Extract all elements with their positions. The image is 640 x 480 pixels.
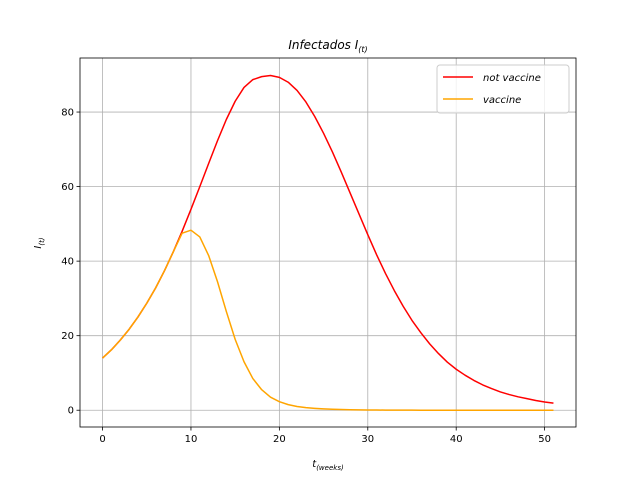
grid (80, 58, 576, 427)
y-tick-label: 60 (61, 182, 74, 193)
x-tick-label: 50 (538, 434, 551, 445)
x-tick-label: 30 (361, 434, 374, 445)
x-tick-label: 0 (99, 434, 105, 445)
y-tick-label: 0 (68, 406, 74, 417)
y-tick-label: 40 (61, 257, 74, 268)
x-axis-label: t(weeks) (312, 459, 344, 472)
y-axis-label: I(t) (33, 237, 46, 248)
legend-label-not-vaccine: not vaccine (483, 73, 541, 84)
axis-ticks: 0 10 20 30 40 50 0 20 40 60 80 (61, 108, 551, 445)
legend-label-vaccine: vaccine (483, 95, 521, 106)
chart-title: Infectados I(t) (288, 38, 367, 54)
y-tick-label: 20 (61, 331, 74, 342)
x-tick-label: 20 (273, 434, 286, 445)
x-tick-label: 40 (450, 434, 463, 445)
plot-frame (79, 57, 577, 428)
series-line-vaccine (102, 229, 554, 411)
series-line-not-vaccine (102, 74, 554, 404)
x-tick-label: 10 (185, 434, 198, 445)
series-lines (102, 74, 554, 411)
y-tick-label: 80 (61, 108, 74, 119)
legend: not vaccine vaccine (436, 64, 570, 114)
